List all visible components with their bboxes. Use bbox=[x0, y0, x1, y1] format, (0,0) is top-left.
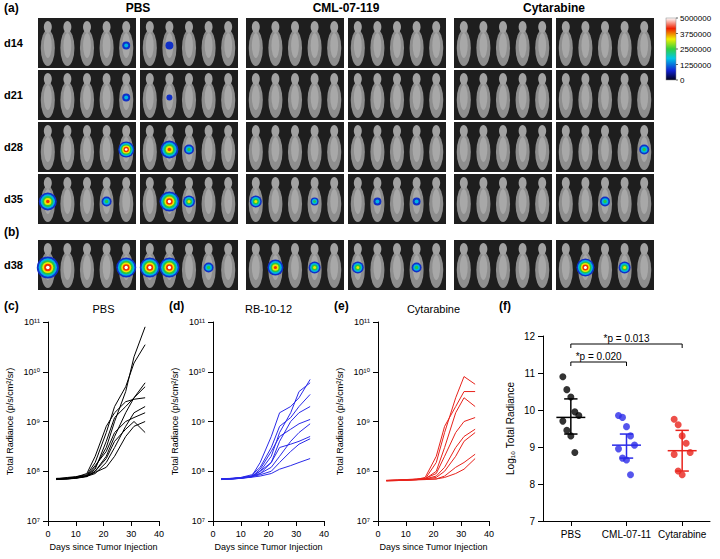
svg-text:d21: d21 bbox=[4, 89, 23, 101]
svg-text:10⁸: 10⁸ bbox=[356, 466, 370, 476]
svg-text:CML-07-11: CML-07-11 bbox=[602, 529, 652, 540]
svg-text:PBS: PBS bbox=[92, 303, 114, 315]
svg-text:10: 10 bbox=[401, 529, 411, 539]
svg-text:Log₁₀ Total Radiance: Log₁₀ Total Radiance bbox=[505, 382, 516, 475]
svg-text:11: 11 bbox=[525, 368, 536, 379]
svg-text:Days since Tumor Injection: Days since Tumor Injection bbox=[379, 542, 487, 552]
svg-text:Total Radiance (p/s/cm²/sr): Total Radiance (p/s/cm²/sr) bbox=[5, 368, 15, 476]
svg-text:10⁷: 10⁷ bbox=[27, 516, 40, 526]
svg-text:30: 30 bbox=[126, 529, 136, 539]
svg-text:30: 30 bbox=[291, 529, 301, 539]
svg-text:(e): (e) bbox=[334, 299, 349, 313]
svg-text:d14: d14 bbox=[4, 37, 24, 49]
svg-text:Cytarabine: Cytarabine bbox=[523, 1, 585, 15]
svg-text:0: 0 bbox=[680, 76, 685, 85]
svg-text:8: 8 bbox=[529, 479, 535, 490]
svg-text:10¹⁰: 10¹⁰ bbox=[188, 367, 205, 377]
svg-text:1250000: 1250000 bbox=[680, 61, 712, 70]
svg-text:(f): (f) bbox=[499, 299, 511, 313]
svg-text:40: 40 bbox=[154, 529, 164, 539]
svg-text:10⁹: 10⁹ bbox=[191, 417, 205, 427]
svg-text:7: 7 bbox=[529, 516, 535, 527]
svg-text:d28: d28 bbox=[4, 141, 23, 153]
svg-text:(b): (b) bbox=[4, 225, 19, 239]
svg-text:PBS: PBS bbox=[126, 1, 151, 15]
svg-text:20: 20 bbox=[98, 529, 108, 539]
svg-text:0: 0 bbox=[45, 529, 50, 539]
svg-text:*p = 0.020: *p = 0.020 bbox=[576, 351, 622, 362]
svg-text:10¹⁰: 10¹⁰ bbox=[353, 367, 370, 377]
svg-text:PBS: PBS bbox=[561, 529, 581, 540]
svg-text:Total Radiance (p/s/cm²/sr): Total Radiance (p/s/cm²/sr) bbox=[170, 368, 180, 476]
svg-text:10: 10 bbox=[524, 405, 536, 416]
svg-text:(a): (a) bbox=[4, 1, 19, 15]
svg-text:10¹¹: 10¹¹ bbox=[354, 317, 370, 327]
svg-text:40: 40 bbox=[484, 529, 494, 539]
svg-text:Cytarabine: Cytarabine bbox=[658, 529, 707, 540]
svg-text:10⁷: 10⁷ bbox=[192, 516, 205, 526]
svg-text:Days since Tumor Injection: Days since Tumor Injection bbox=[214, 542, 322, 552]
svg-text:10¹⁰: 10¹⁰ bbox=[23, 367, 40, 377]
svg-text:40: 40 bbox=[319, 529, 329, 539]
svg-text:d38: d38 bbox=[4, 259, 23, 271]
svg-text:10⁹: 10⁹ bbox=[26, 417, 40, 427]
svg-text:0: 0 bbox=[210, 529, 215, 539]
svg-text:20: 20 bbox=[428, 529, 438, 539]
svg-text:Total Radiance (p/s/cm²/sr): Total Radiance (p/s/cm²/sr) bbox=[335, 368, 345, 476]
svg-text:30: 30 bbox=[456, 529, 466, 539]
svg-text:12: 12 bbox=[524, 331, 536, 342]
svg-text:(d): (d) bbox=[169, 299, 184, 313]
svg-text:RB-10-12: RB-10-12 bbox=[245, 303, 292, 315]
svg-text:10¹¹: 10¹¹ bbox=[24, 317, 40, 327]
svg-text:10⁷: 10⁷ bbox=[357, 516, 370, 526]
svg-text:10: 10 bbox=[236, 529, 246, 539]
svg-text:Days since Tumor Injection: Days since Tumor Injection bbox=[49, 542, 157, 552]
svg-text:10⁸: 10⁸ bbox=[26, 466, 40, 476]
svg-text:10⁹: 10⁹ bbox=[356, 417, 370, 427]
svg-text:2500000: 2500000 bbox=[680, 45, 712, 54]
svg-text:Cytarabine: Cytarabine bbox=[407, 303, 460, 315]
svg-text:d35: d35 bbox=[4, 193, 23, 205]
svg-text:0: 0 bbox=[375, 529, 380, 539]
svg-text:(c): (c) bbox=[4, 299, 19, 313]
svg-text:*p = 0.013: *p = 0.013 bbox=[604, 333, 650, 344]
svg-text:10¹¹: 10¹¹ bbox=[189, 317, 205, 327]
svg-text:20: 20 bbox=[263, 529, 273, 539]
svg-text:9: 9 bbox=[529, 442, 535, 453]
svg-text:5000000: 5000000 bbox=[680, 14, 712, 23]
svg-text:CML-07-119: CML-07-119 bbox=[313, 1, 380, 15]
svg-text:10: 10 bbox=[71, 529, 81, 539]
svg-text:3750000: 3750000 bbox=[680, 30, 712, 39]
svg-text:10⁸: 10⁸ bbox=[191, 466, 205, 476]
